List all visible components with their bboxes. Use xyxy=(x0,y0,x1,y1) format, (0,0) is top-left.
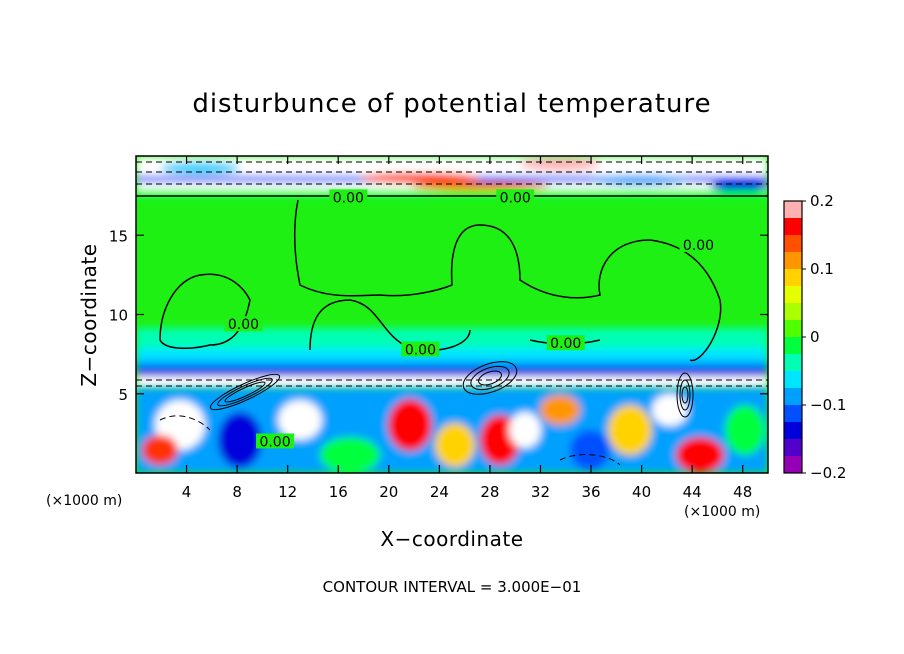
colorbar-swatch xyxy=(784,405,802,423)
contour-label-backing xyxy=(496,189,535,205)
colorbar-swatch xyxy=(784,218,802,236)
colorbar-swatch xyxy=(784,201,802,219)
contour-label: 0.00 xyxy=(500,190,531,206)
x-tick-label: 20 xyxy=(379,483,398,501)
colorbar-swatch xyxy=(784,439,802,457)
x-axis: 4 8 12 16 20 24 28 32 36 40 44 48 xyxy=(182,156,752,501)
colorbar xyxy=(783,200,803,474)
colorbar-swatch xyxy=(784,252,802,270)
zero-contours xyxy=(136,195,768,362)
y-tick-label: 10 xyxy=(109,307,128,325)
colorbar-swatch xyxy=(784,320,802,338)
lower-region xyxy=(136,388,768,473)
contour-label-backing xyxy=(329,189,368,205)
y-axis-label: Z−coordinate xyxy=(77,243,101,386)
x-tick-label: 12 xyxy=(278,483,297,501)
colorbar-ticks: 0.2 0.1 0 −0.1 −0.2 xyxy=(802,192,846,482)
x-tick-label: 4 xyxy=(182,483,192,501)
transition-band xyxy=(136,328,768,390)
contour-label-backing xyxy=(224,316,263,332)
x-tick-label: 8 xyxy=(232,483,242,501)
x-tick-label: 36 xyxy=(581,483,600,501)
plot-area xyxy=(136,156,768,473)
colorbar-swatch xyxy=(784,269,802,287)
colorbar-tick-label: 0.1 xyxy=(810,260,834,278)
contour-label: 0.00 xyxy=(405,343,436,359)
colorbar-tick-label: −0.2 xyxy=(810,464,846,482)
x-tick-label: 24 xyxy=(430,483,449,501)
x-tick-label: 28 xyxy=(480,483,499,501)
x-tick-label: 40 xyxy=(632,483,651,501)
contour-clusters xyxy=(209,361,694,418)
contour-label-backing xyxy=(256,433,295,449)
contour-label: 0.00 xyxy=(228,317,259,333)
y-axis: 5 10 15 xyxy=(109,227,768,404)
contour-label-backing xyxy=(679,236,718,252)
x-tick-label: 48 xyxy=(733,483,752,501)
chart-title: disturbunce of potential temperature xyxy=(192,89,711,119)
x-tick-label: 44 xyxy=(683,483,702,501)
y-tick-label: 15 xyxy=(109,227,128,245)
contour-labels: 0.00 0.00 0.00 0.00 0.00 0.00 0.00 xyxy=(224,189,718,450)
colorbar-swatch xyxy=(784,286,802,304)
colorbar-tick-label: 0 xyxy=(810,328,820,346)
x-tick-label: 32 xyxy=(531,483,550,501)
x-tick-label: 16 xyxy=(329,483,348,501)
contour-label: 0.00 xyxy=(333,190,364,206)
negative-contours xyxy=(136,161,768,466)
x-axis-label: X−coordinate xyxy=(380,527,523,551)
contour-interval-note: CONTOUR INTERVAL = 3.000E−01 xyxy=(323,578,582,596)
colorbar-swatch xyxy=(784,422,802,440)
y-tick-label: 5 xyxy=(118,386,128,404)
contour-label-backing xyxy=(546,335,585,351)
colorbar-swatch xyxy=(784,354,802,372)
colorbar-swatch xyxy=(784,235,802,253)
colorbar-swatch xyxy=(784,388,802,406)
colorbar-swatch xyxy=(784,337,802,355)
x-unit-label: (×1000 m) xyxy=(684,504,760,520)
contour-label: 0.00 xyxy=(550,336,581,352)
colorbar-tick-label: −0.1 xyxy=(810,396,846,414)
colorbar-tick-label: 0.2 xyxy=(810,192,834,210)
contour-label-backing xyxy=(401,341,440,357)
contour-label: 0.00 xyxy=(259,434,290,450)
colorbar-swatch xyxy=(784,371,802,389)
colorbar-swatch xyxy=(784,456,802,474)
colorbar-swatch xyxy=(784,303,802,321)
z-unit-label: (×1000 m) xyxy=(46,493,122,509)
contour-label: 0.00 xyxy=(683,238,714,254)
